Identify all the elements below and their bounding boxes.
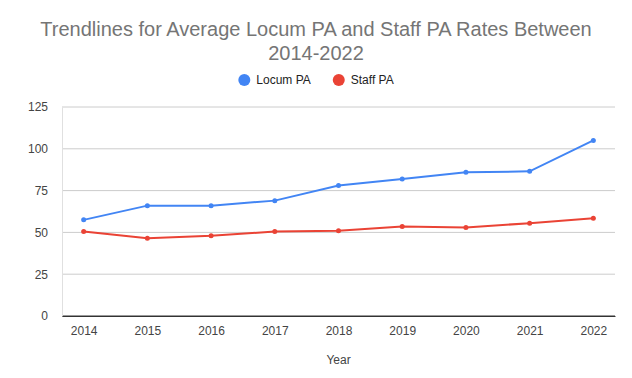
x-tick: 2014 (71, 316, 98, 338)
legend-item: Locum PA (238, 73, 310, 87)
x-tick-label: 2017 (262, 324, 289, 338)
x-tick: 2021 (517, 316, 544, 338)
x-tick: 2019 (389, 316, 416, 338)
legend-item: Staff PA (333, 73, 394, 87)
y-tick: 25 (35, 268, 62, 282)
point (209, 203, 214, 208)
point (591, 138, 596, 143)
x-tick: 2016 (198, 316, 225, 338)
point (400, 176, 405, 181)
point (463, 170, 468, 175)
point (81, 229, 86, 234)
y-tick-label: 100 (28, 142, 48, 156)
x-tick: 2015 (135, 316, 162, 338)
point (527, 169, 532, 174)
y-axis-line (62, 108, 63, 317)
point (145, 203, 150, 208)
point (336, 228, 341, 233)
point (272, 198, 277, 203)
grid-line (62, 274, 615, 275)
y-tick-label: 25 (35, 268, 49, 282)
point (400, 224, 405, 229)
title: Trendlines for Average Locum PA and Staf… (40, 18, 591, 64)
series-markers (81, 138, 596, 222)
x-tick-label: 2020 (453, 324, 480, 338)
legend-swatch (333, 74, 345, 86)
x-tick-label: 2016 (198, 324, 225, 338)
x-tick-label: 2018 (326, 324, 353, 338)
y-tick-label: 75 (35, 184, 49, 198)
grid-line (62, 148, 615, 149)
grid-line (62, 316, 615, 317)
y-tick: 50 (35, 226, 62, 240)
chart: Trendlines for Average Locum PA and Staf… (0, 0, 632, 378)
title-line: Trendlines for Average Locum PA and Staf… (40, 18, 591, 40)
y-tick-label: 125 (28, 100, 48, 114)
point (527, 221, 532, 226)
x-tick-label: 2015 (135, 324, 162, 338)
x-tick-label: 2014 (71, 324, 98, 338)
x-tick: 2018 (326, 316, 353, 338)
point (81, 217, 86, 222)
series-markers (81, 216, 596, 241)
x-axis-title: Year (326, 353, 350, 367)
title-line: 2014-2022 (268, 42, 364, 64)
point (463, 225, 468, 230)
y-tick: 125 (28, 100, 62, 114)
legend: Locum PA Staff PA (238, 73, 393, 87)
grid-line (62, 190, 615, 191)
x-axis: 2014 2015 2016 2017 2018 2019 2020 2021 2022 (63, 316, 616, 338)
legend-label: Staff PA (351, 73, 394, 87)
x-tick: 2020 (453, 316, 480, 338)
x-tick-label: 2019 (389, 324, 416, 338)
y-tick: 75 (35, 184, 62, 198)
point (591, 216, 596, 221)
y-tick-label: 0 (41, 309, 48, 323)
grid (62, 107, 615, 316)
series-line (84, 140, 594, 219)
x-tick-label: 2022 (580, 324, 607, 338)
x-tick: 2022 (580, 316, 607, 338)
background (0, 0, 632, 378)
plot-area (81, 138, 596, 241)
point (336, 183, 341, 188)
legend-label: Locum PA (256, 73, 310, 87)
point (145, 236, 150, 241)
x-tick-label: 2021 (517, 324, 544, 338)
x-tick: 2017 (262, 316, 289, 338)
x-axis-line (63, 316, 616, 317)
y-tick: 100 (28, 142, 62, 156)
grid-line (62, 107, 615, 108)
series-line (84, 218, 594, 238)
point (272, 229, 277, 234)
y-tick: 0 (41, 309, 62, 323)
point (209, 233, 214, 238)
y-axis: 0 25 50 75 100 125 (28, 100, 63, 323)
legend-swatch (238, 74, 250, 86)
y-tick-label: 50 (35, 226, 49, 240)
